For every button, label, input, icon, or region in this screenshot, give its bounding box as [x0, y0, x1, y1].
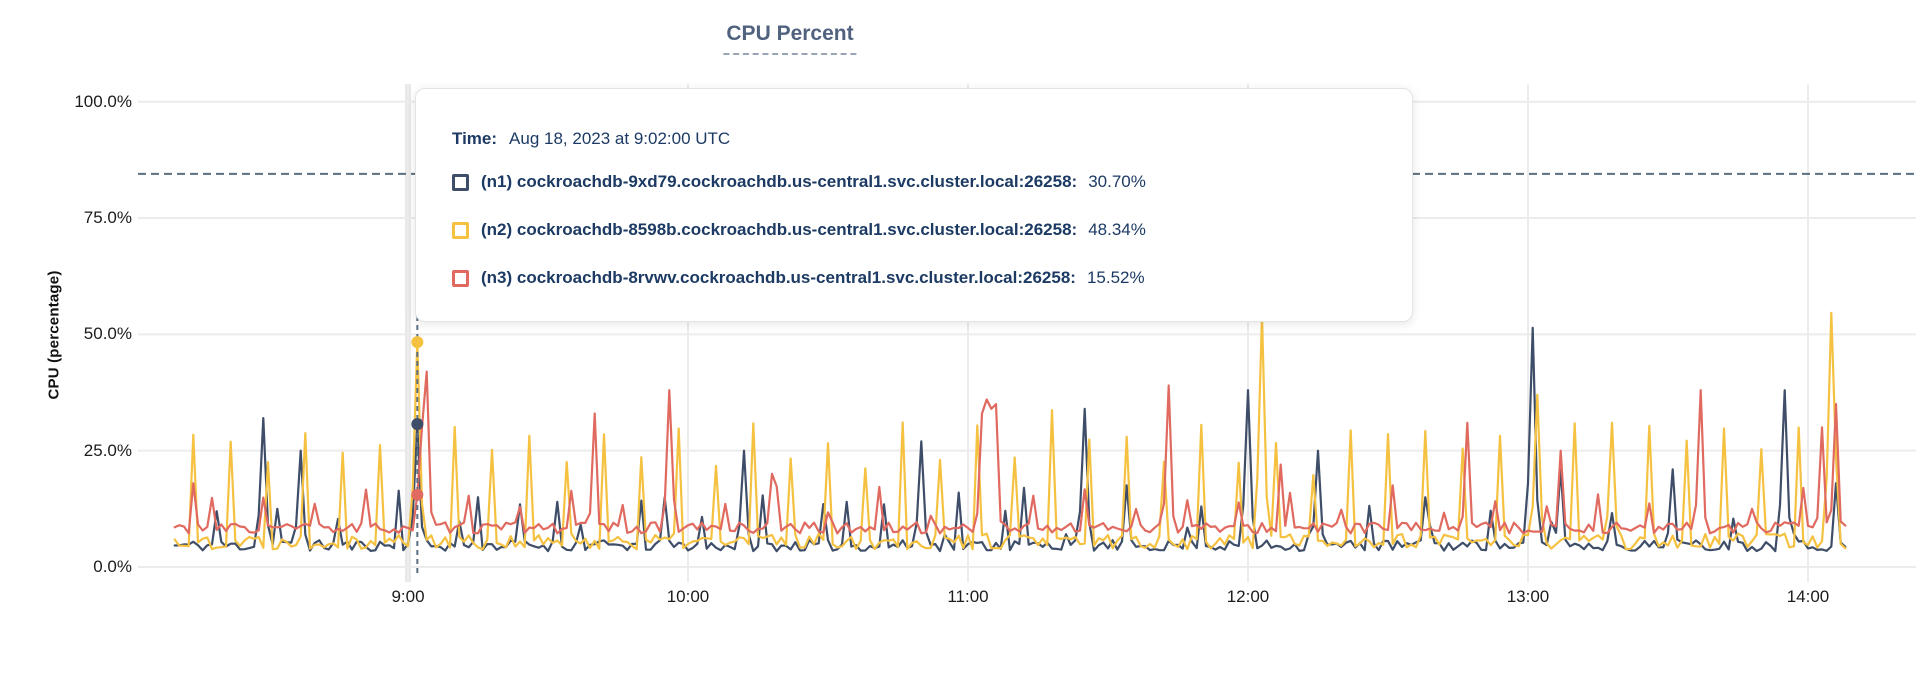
chart-title[interactable]: CPU Percent	[723, 22, 857, 55]
y-tick-label-0: 0.0%	[93, 557, 132, 576]
x-tick-label-9:00: 9:00	[391, 587, 425, 606]
hover-dot-n2	[411, 336, 424, 349]
series-line-n2	[173, 311, 1847, 551]
legend-label-n1: (n1) cockroachdb-9xd79.cockroachdb.us-ce…	[481, 172, 1078, 191]
tooltip-time-label: Time:	[452, 129, 498, 148]
tooltip-row-n2: (n2) cockroachdb-8598b.cockroachdb.us-ce…	[452, 218, 1382, 242]
tooltip-time-row: Time: Aug 18, 2023 at 9:02:00 UTC	[452, 127, 1382, 151]
legend-value-n3: 15.52%	[1086, 268, 1145, 287]
tooltip-row-n1: (n1) cockroachdb-9xd79.cockroachdb.us-ce…	[452, 170, 1382, 194]
chart-tooltip: Time: Aug 18, 2023 at 9:02:00 UTC (n1) co…	[415, 88, 1413, 322]
y-tick-label-25: 25.0%	[83, 440, 132, 460]
tooltip-legend-rows: (n1) cockroachdb-9xd79.cockroachdb.us-ce…	[452, 170, 1382, 290]
legend-swatch-n3	[452, 269, 469, 287]
legend-value-n2: 48.34%	[1088, 220, 1146, 239]
hover-dot-n1	[411, 418, 424, 431]
x-tick-label-11:00: 11:00	[947, 587, 989, 606]
series-line-n3	[173, 370, 1847, 535]
legend-swatch-n2	[452, 221, 469, 239]
x-tick-label-12:00: 12:00	[1226, 587, 1270, 606]
series-line-n1	[173, 326, 1847, 553]
hover-dot-n3	[411, 488, 424, 501]
y-tick-label-50: 50.0%	[83, 324, 132, 344]
y-axis-title: CPU (percentage)	[45, 270, 63, 400]
x-tick-label-14:00: 14:00	[1786, 587, 1830, 606]
tooltip-time-value: Aug 18, 2023 at 9:02:00 UTC	[509, 129, 731, 148]
x-tick-label-13:00: 13:00	[1506, 587, 1550, 606]
y-tick-label-75: 75.0%	[83, 208, 132, 228]
legend-label-n2: (n2) cockroachdb-8598b.cockroachdb.us-ce…	[481, 220, 1078, 239]
tooltip-row-n3: (n3) cockroachdb-8rvwv.cockroachdb.us-ce…	[452, 266, 1382, 290]
x-tick-label-10:00: 10:00	[666, 587, 710, 606]
legend-swatch-n1	[452, 173, 469, 191]
y-tick-label-100: 100.0%	[74, 91, 132, 111]
legend-label-n3: (n3) cockroachdb-8rvwv.cockroachdb.us-ce…	[481, 268, 1076, 287]
legend-value-n1: 30.70%	[1088, 172, 1146, 191]
